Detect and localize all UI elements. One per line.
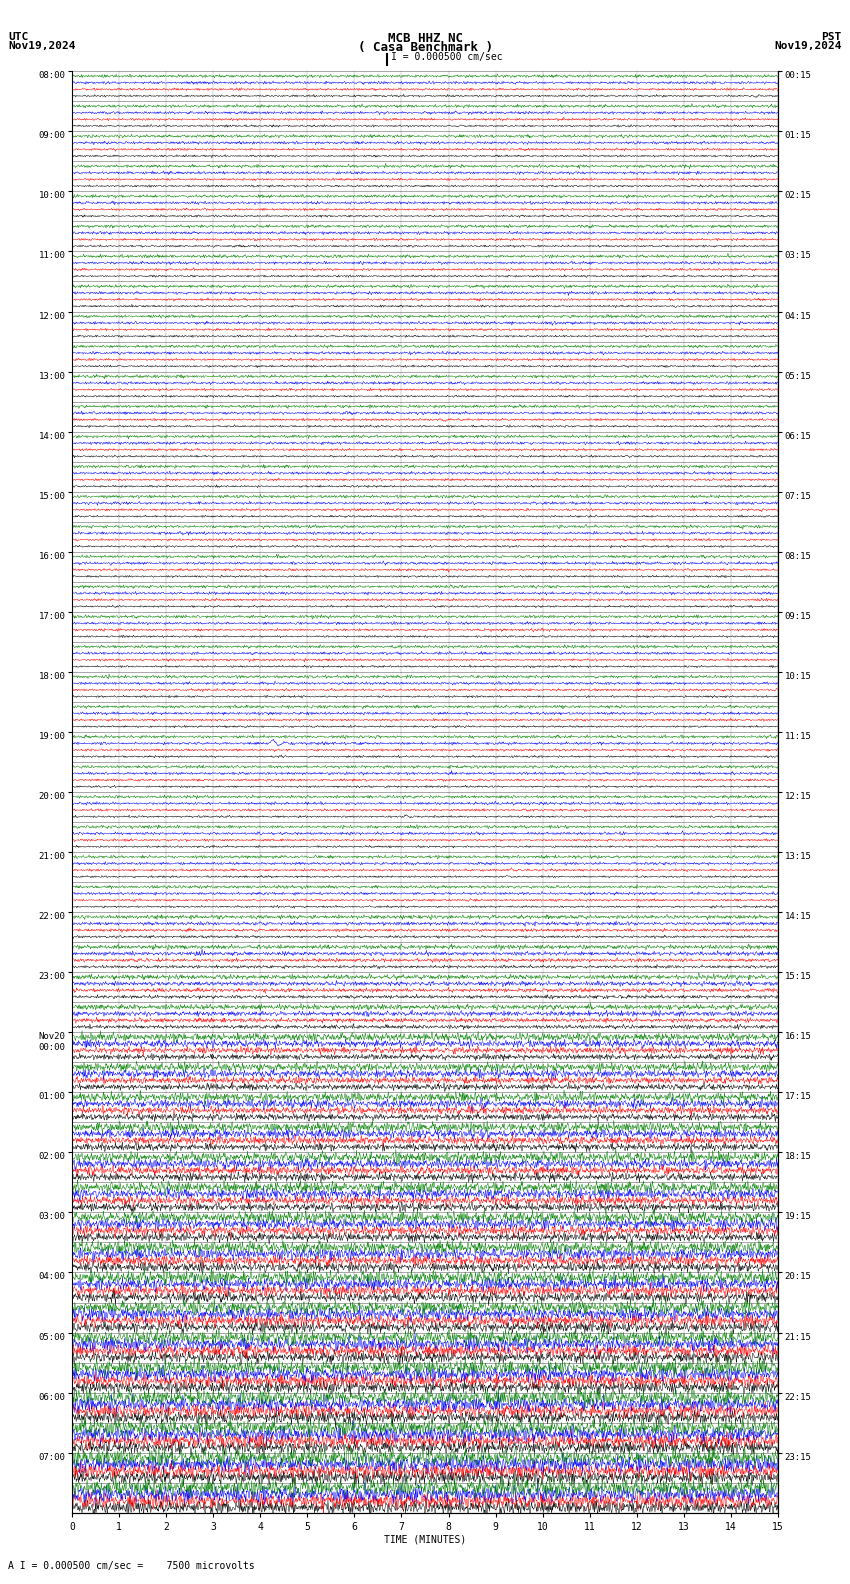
Text: ( Casa Benchmark ): ( Casa Benchmark ): [358, 41, 492, 54]
X-axis label: TIME (MINUTES): TIME (MINUTES): [384, 1535, 466, 1544]
Text: MCB HHZ NC: MCB HHZ NC: [388, 32, 462, 44]
Text: UTC: UTC: [8, 32, 29, 41]
Text: Nov19,2024: Nov19,2024: [8, 41, 76, 51]
Text: I = 0.000500 cm/sec: I = 0.000500 cm/sec: [391, 52, 502, 62]
Text: Nov19,2024: Nov19,2024: [774, 41, 842, 51]
Text: PST: PST: [821, 32, 842, 41]
Text: A I = 0.000500 cm/sec =    7500 microvolts: A I = 0.000500 cm/sec = 7500 microvolts: [8, 1562, 255, 1571]
